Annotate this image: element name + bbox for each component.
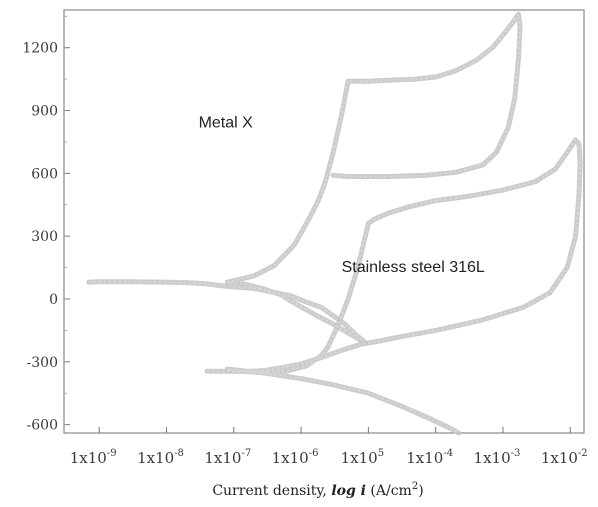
y-tick-label: 900 <box>31 104 58 120</box>
x-tick-label: 1x105 <box>341 448 384 467</box>
x-axis: 1x10-9 1x10-8 1x10-7 1x10-6 1x105 1x10-4 1x10-… <box>70 427 588 467</box>
plot-border <box>63 9 585 434</box>
x-tick-label: 1x10-4 <box>406 448 453 467</box>
y-tick-label: 300 <box>31 229 58 245</box>
curve-labels: Metal X Stainless steel 316L <box>199 114 485 275</box>
x-tick-label: 1x10-8 <box>137 448 184 467</box>
y-axis: 1200 900 600 300 0 -300 -600 <box>22 15 70 434</box>
x-tick-label: 1x10-2 <box>541 448 588 467</box>
curves <box>86 11 583 436</box>
series-texture-1 <box>88 13 522 344</box>
y-tick-label: -300 <box>27 355 58 371</box>
y-tick-label: 1200 <box>22 41 58 57</box>
x-tick-label: 1x10-7 <box>204 448 251 467</box>
series-texture-2 <box>207 138 582 434</box>
series-line-1 <box>86 11 523 346</box>
x-axis-label: Current density, log i (A/cm2) <box>212 481 423 499</box>
x-tick-label: 1x10-6 <box>272 448 319 467</box>
plot-frame <box>63 9 585 434</box>
y-tick-label: 0 <box>49 292 58 308</box>
x-tick-label: 1x10-3 <box>474 448 521 467</box>
x-tick-label: 1x10-9 <box>70 448 117 467</box>
annotation-2: Stainless steel 316L <box>342 259 485 276</box>
annotation-1: Metal X <box>199 114 254 131</box>
y-tick-label: 600 <box>31 166 58 182</box>
y-tick-label: -600 <box>27 418 58 434</box>
